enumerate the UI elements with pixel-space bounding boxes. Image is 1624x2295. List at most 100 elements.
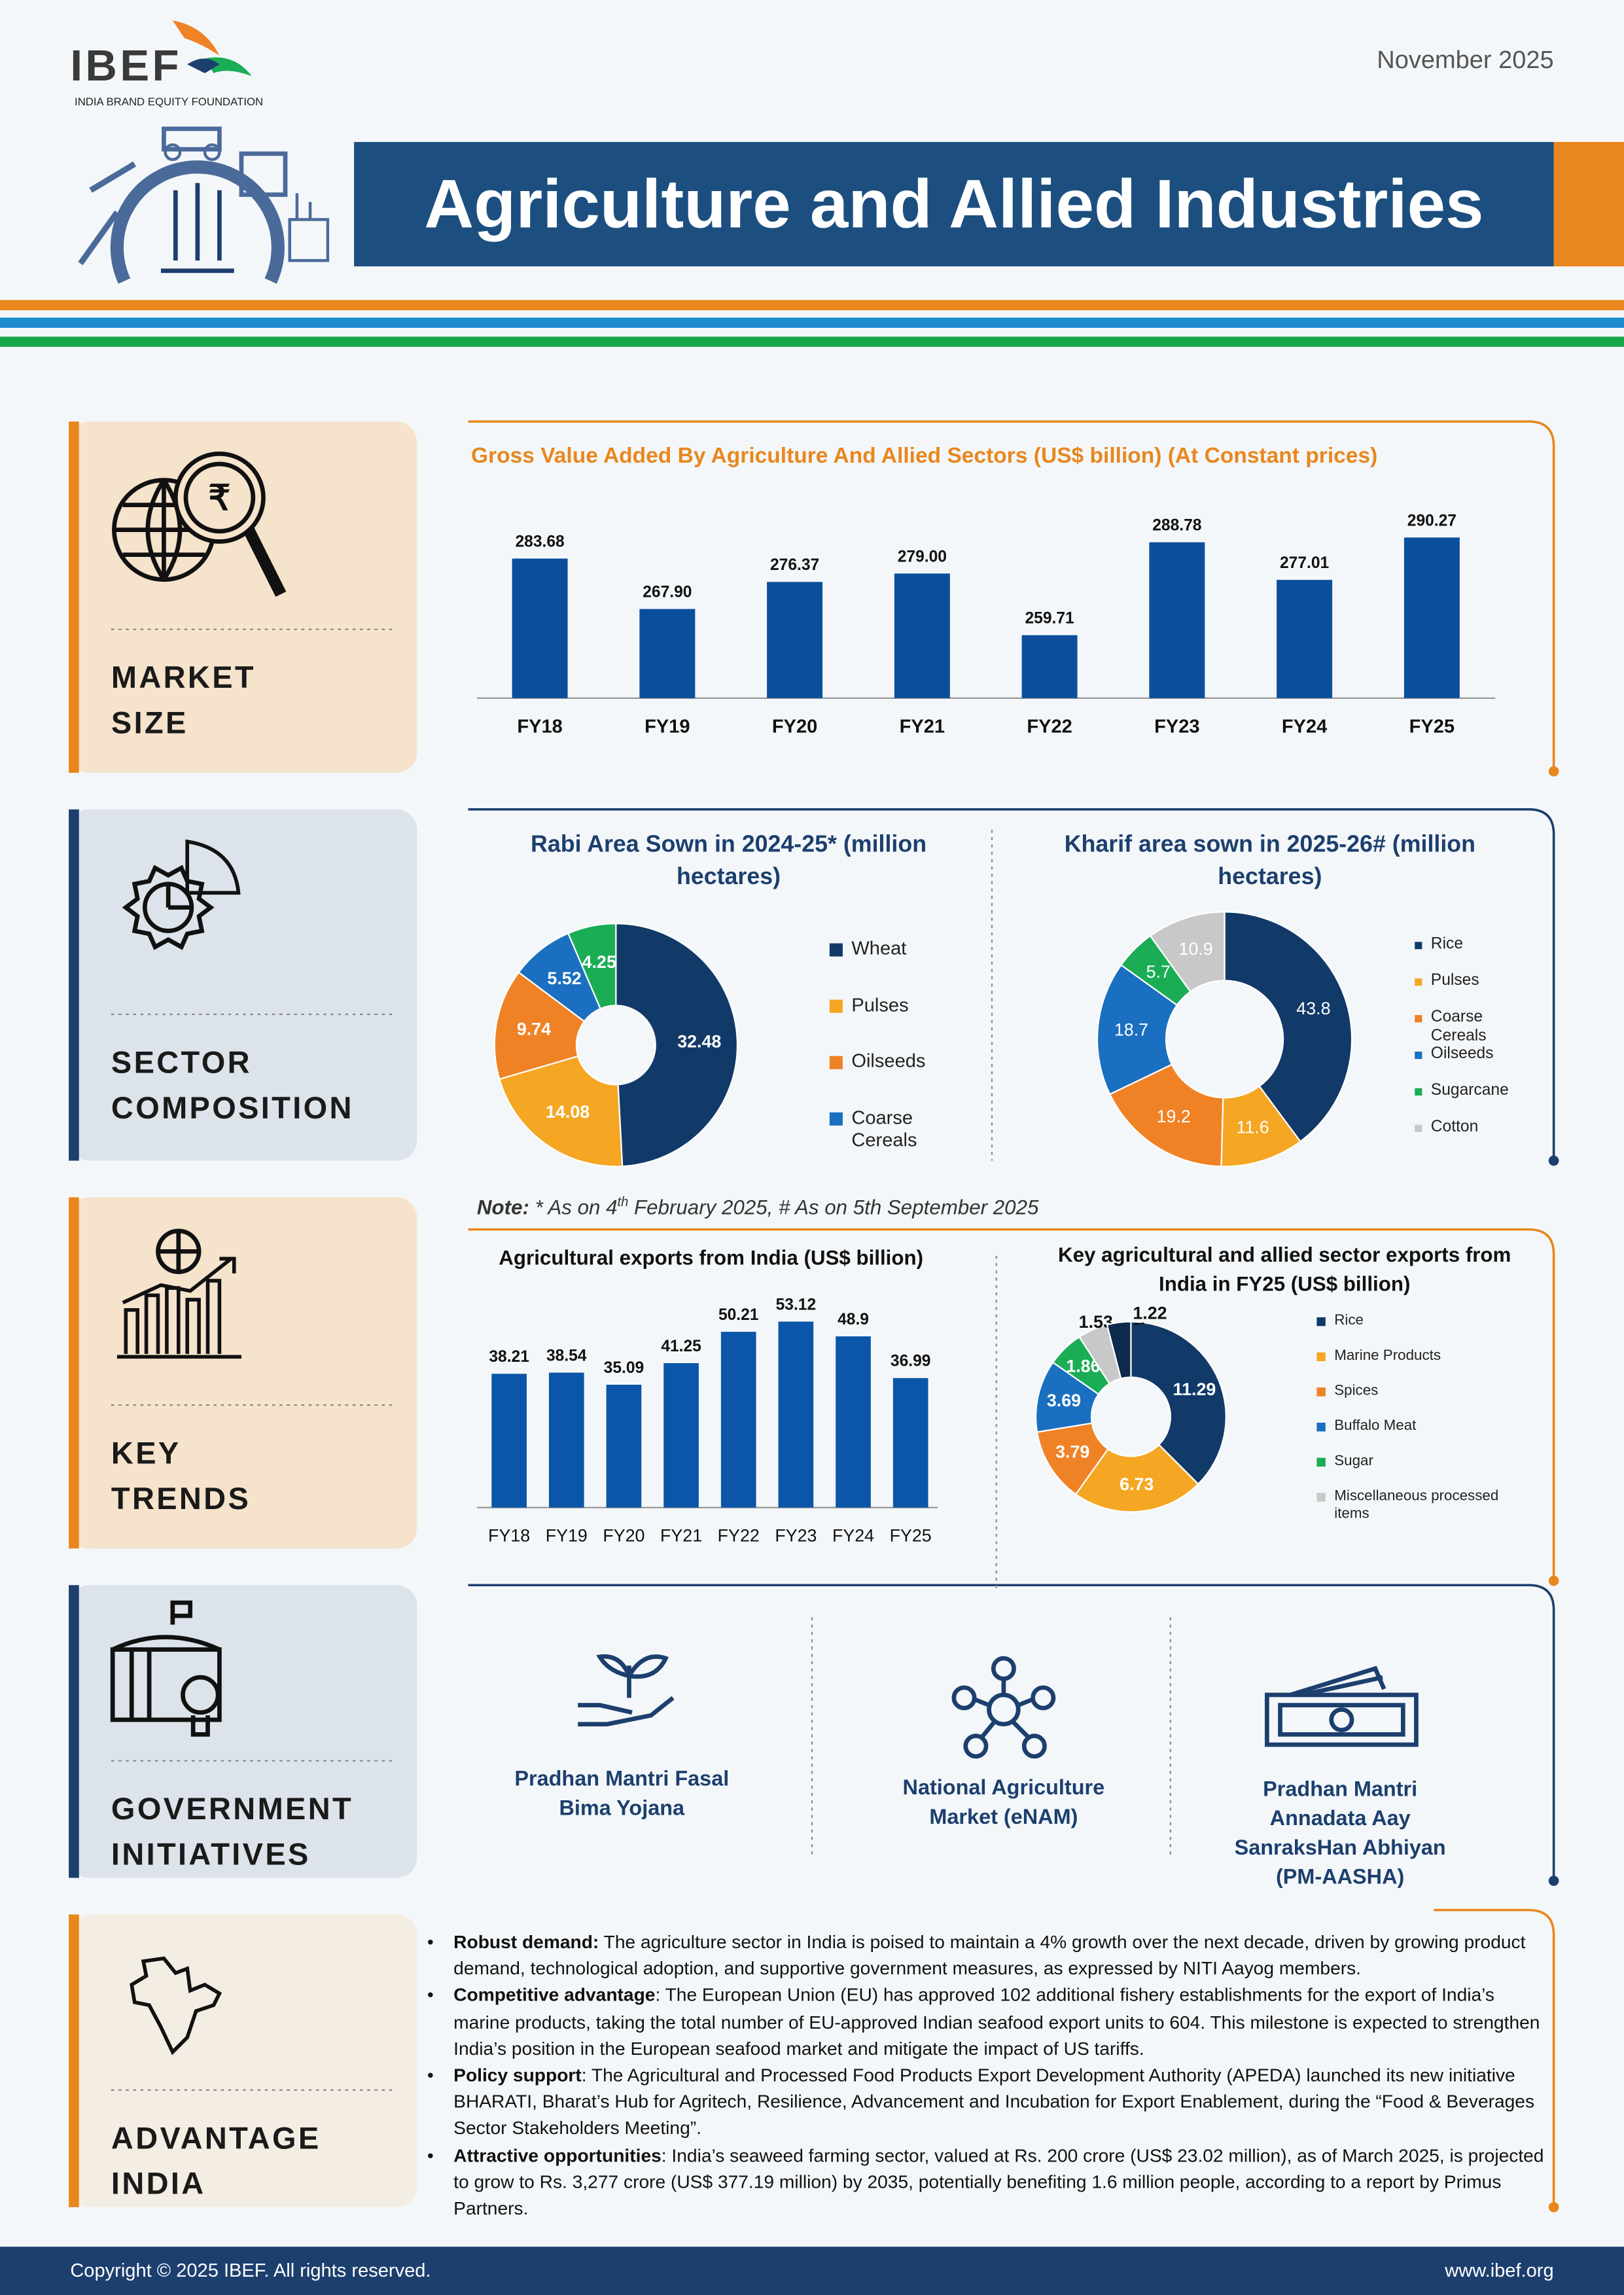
pie-slice — [493, 971, 586, 1080]
slice-label: 1.22 — [1133, 1304, 1167, 1323]
bar-value-label: 50.21 — [718, 1306, 759, 1324]
note-label: Note: — [476, 1195, 529, 1219]
legend-swatch — [829, 1056, 843, 1069]
bar — [1021, 635, 1078, 698]
bar-value-label: 288.78 — [1152, 517, 1201, 535]
footer-copyright: Copyright © 2025 IBEF. All rights reserv… — [70, 2260, 431, 2281]
bullet: • — [427, 1985, 434, 2006]
pie-slice — [1149, 911, 1226, 993]
advantage-item: • Attractive opportunities: India’s seawe… — [427, 2143, 1551, 2222]
pie-slice — [1074, 1444, 1199, 1513]
x-tick-label: FY20 — [603, 1526, 644, 1546]
legend-swatch — [1316, 1387, 1326, 1397]
x-tick-label: FY24 — [1282, 716, 1327, 737]
advantage-list: • Robust demand: The agriculture sector i… — [427, 1929, 1551, 2222]
x-tick-label: FY24 — [832, 1526, 874, 1546]
slice-label: 14.08 — [546, 1102, 590, 1122]
bar-value-label: 38.21 — [489, 1348, 529, 1366]
bullet: • — [427, 2065, 434, 2086]
advantage-body: The agriculture sector in India is poise… — [453, 1932, 1526, 1980]
bar — [606, 1384, 642, 1508]
panel-icons: ₹ — [110, 451, 287, 2055]
header-illustration — [78, 126, 330, 284]
bar-value-label: 36.99 — [891, 1353, 931, 1370]
chart-title: Kharif area sown in 2025-26# (million he… — [1064, 832, 1475, 890]
frame-dots — [1548, 766, 1559, 2213]
legend-swatch — [1415, 1124, 1422, 1133]
x-tick-label: FY19 — [546, 1526, 588, 1546]
date: November 2025 — [1377, 46, 1553, 74]
x-tick-label: FY21 — [900, 716, 945, 737]
legend-label: Marine Products — [1334, 1347, 1441, 1364]
legend-swatch — [1316, 1317, 1326, 1326]
page-title: Agriculture and Allied Industries — [424, 166, 1483, 243]
panel-accent — [69, 1585, 79, 1878]
slice-label: 9.74 — [517, 1019, 551, 1039]
pie-slice — [1130, 1321, 1227, 1486]
legend-label: Oilseeds — [851, 1050, 926, 1072]
chart-title: Agricultural exports from India (US$ bil… — [499, 1245, 924, 1270]
section-label: SECTOR COMPOSITION — [111, 1046, 354, 1126]
panel — [69, 1197, 417, 1549]
bar — [836, 1336, 871, 1508]
initiative-name: Pradhan Mantri Fasal Bima Yojana — [514, 1768, 730, 1821]
panel-accent — [69, 1197, 79, 1549]
bar — [720, 1332, 756, 1508]
bar-value-label: 53.12 — [776, 1296, 817, 1313]
logo-bird — [172, 20, 220, 56]
logo-tagline: INDIA BRAND EQUITY FOUNDATION — [75, 96, 263, 108]
title-accent — [1553, 141, 1624, 267]
bar-value-label: 283.68 — [515, 533, 564, 550]
note-sup: th — [617, 1194, 629, 1209]
logo: IBEF — [70, 41, 182, 90]
x-tick-label: FY18 — [488, 1526, 530, 1546]
bar — [778, 1321, 814, 1508]
x-tick-label: FY22 — [718, 1526, 760, 1546]
bar — [1403, 537, 1460, 698]
x-tick-label: FY23 — [1154, 716, 1199, 737]
pie-slice — [567, 923, 617, 1010]
advantage-text: Competitive advantage: The European Unio… — [453, 1982, 1551, 2062]
advantage-lead: Robust demand: — [453, 1932, 599, 1953]
x-tick-label: FY21 — [660, 1526, 702, 1546]
advantage-item: • Policy support: The Agricultural and Pr… — [427, 2062, 1551, 2142]
x-tick-label: FY22 — [1027, 716, 1072, 737]
legend-swatch — [1316, 1457, 1326, 1467]
legend-swatch — [1316, 1422, 1326, 1432]
section-label: GOVERNMENT INITIATIVES — [111, 1792, 354, 1872]
bar-value-label: 41.25 — [661, 1338, 701, 1355]
bar-value-label: 267.90 — [643, 584, 692, 601]
legend-label: Spices — [1334, 1383, 1379, 1400]
advantage-item: • Competitive advantage: The European Uni… — [427, 1982, 1551, 2062]
title-bar — [354, 141, 1554, 267]
section-label: MARKET SIZE — [111, 661, 256, 741]
legend-swatch — [1415, 978, 1422, 986]
bar — [663, 1363, 699, 1508]
x-tick-label: FY20 — [772, 716, 817, 737]
advantage-item: • Robust demand: The agriculture sector i… — [427, 1929, 1551, 1982]
bar — [1149, 542, 1205, 698]
logo-bird — [205, 57, 252, 77]
slice-label: 32.48 — [677, 1032, 721, 1052]
advantage-text: Attractive opportunities: India’s seawee… — [453, 2143, 1551, 2222]
slice-label: 10.9 — [1179, 939, 1213, 959]
legend-label: Oilseeds — [1430, 1045, 1494, 1063]
legend-label: Coarse Cereals — [851, 1106, 917, 1150]
note: Note: * As on 4th February 2025, # As on… — [477, 1194, 1038, 1219]
bar-value-label: 48.9 — [838, 1311, 869, 1328]
bar — [548, 1372, 584, 1508]
x-tick-label: FY18 — [517, 716, 562, 737]
note-text: * As on 4 — [535, 1195, 618, 1219]
legend-swatch — [829, 999, 843, 1013]
chart-title: Key agricultural and allied sector expor… — [1058, 1242, 1511, 1296]
legend-swatch — [1415, 942, 1422, 950]
legend-swatch — [829, 1112, 843, 1126]
stripe — [0, 300, 1624, 311]
legend-label: Pulses — [851, 993, 909, 1016]
legend-label: Buffalo Meat — [1334, 1418, 1417, 1434]
bar — [767, 582, 823, 698]
legend-label: Wheat — [851, 936, 907, 959]
bar-value-label: 279.00 — [898, 548, 947, 565]
